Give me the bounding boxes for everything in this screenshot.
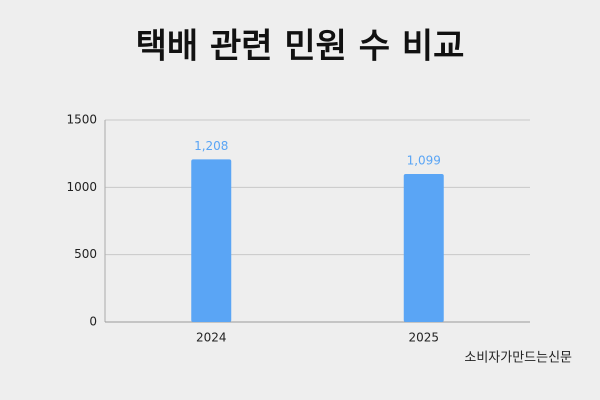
value-label: 1,208	[194, 139, 228, 153]
x-tick-label: 2025	[408, 331, 439, 345]
bar	[403, 174, 444, 322]
bar	[191, 159, 232, 322]
y-tick-label: 500	[74, 247, 97, 261]
x-tick-label: 2024	[196, 331, 227, 345]
source: 소비자가만드는신문	[464, 351, 572, 366]
y-tick-label: 1500	[66, 113, 97, 127]
chart-title: 택배 관련 민원 수 비교	[136, 27, 465, 67]
y-tick-label: 0	[89, 315, 97, 329]
y-tick-label: 1000	[66, 180, 97, 194]
value-label: 1,099	[407, 154, 441, 168]
